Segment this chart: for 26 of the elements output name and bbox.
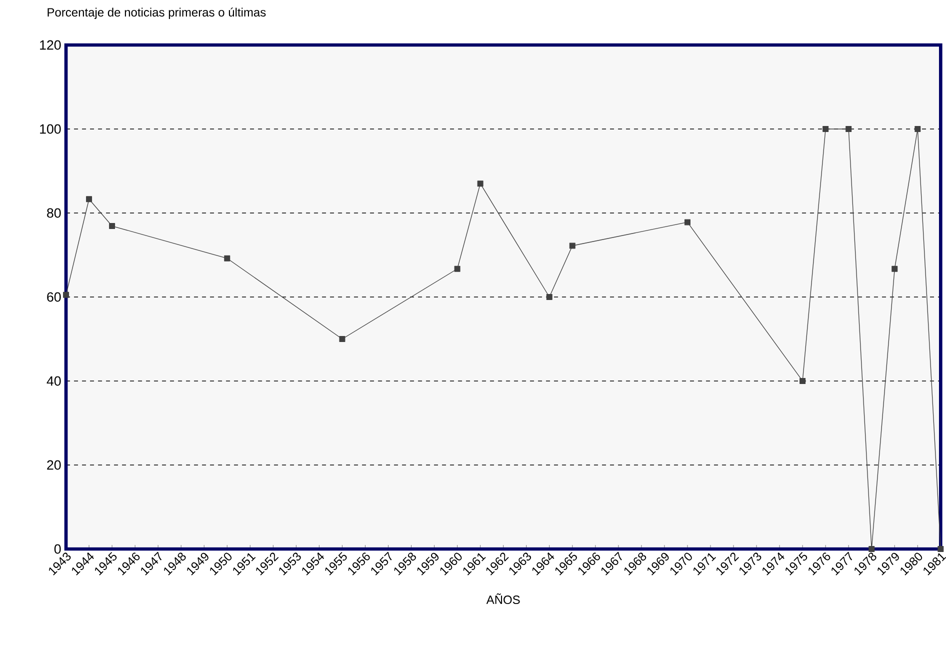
- point: [63, 292, 70, 298]
- point: [224, 255, 230, 262]
- point: [800, 378, 806, 384]
- y-tick-label: 60: [47, 292, 61, 302]
- point: [868, 546, 875, 552]
- point: [822, 126, 829, 132]
- point: [454, 266, 460, 272]
- point: [684, 219, 690, 226]
- point: [846, 126, 852, 132]
- y-tick-label: 120: [40, 40, 61, 50]
- point: [339, 336, 346, 342]
- y-tick-label: 0: [54, 544, 61, 554]
- y-tick-label: 100: [40, 124, 61, 134]
- point: [914, 126, 921, 132]
- point: [569, 242, 576, 249]
- point: [892, 266, 898, 272]
- chart-title: Porcentaje de noticias primeras o últimas: [48, 8, 266, 19]
- point: [938, 546, 944, 552]
- point: [546, 294, 552, 300]
- y-tick-label: 40: [46, 376, 61, 386]
- point: [86, 196, 92, 202]
- y-tick-label: 20: [47, 460, 61, 470]
- point: [477, 180, 484, 187]
- point: [109, 223, 116, 230]
- y-tick-label: 80: [47, 208, 61, 218]
- x-axis-title: AÑOS: [486, 593, 520, 604]
